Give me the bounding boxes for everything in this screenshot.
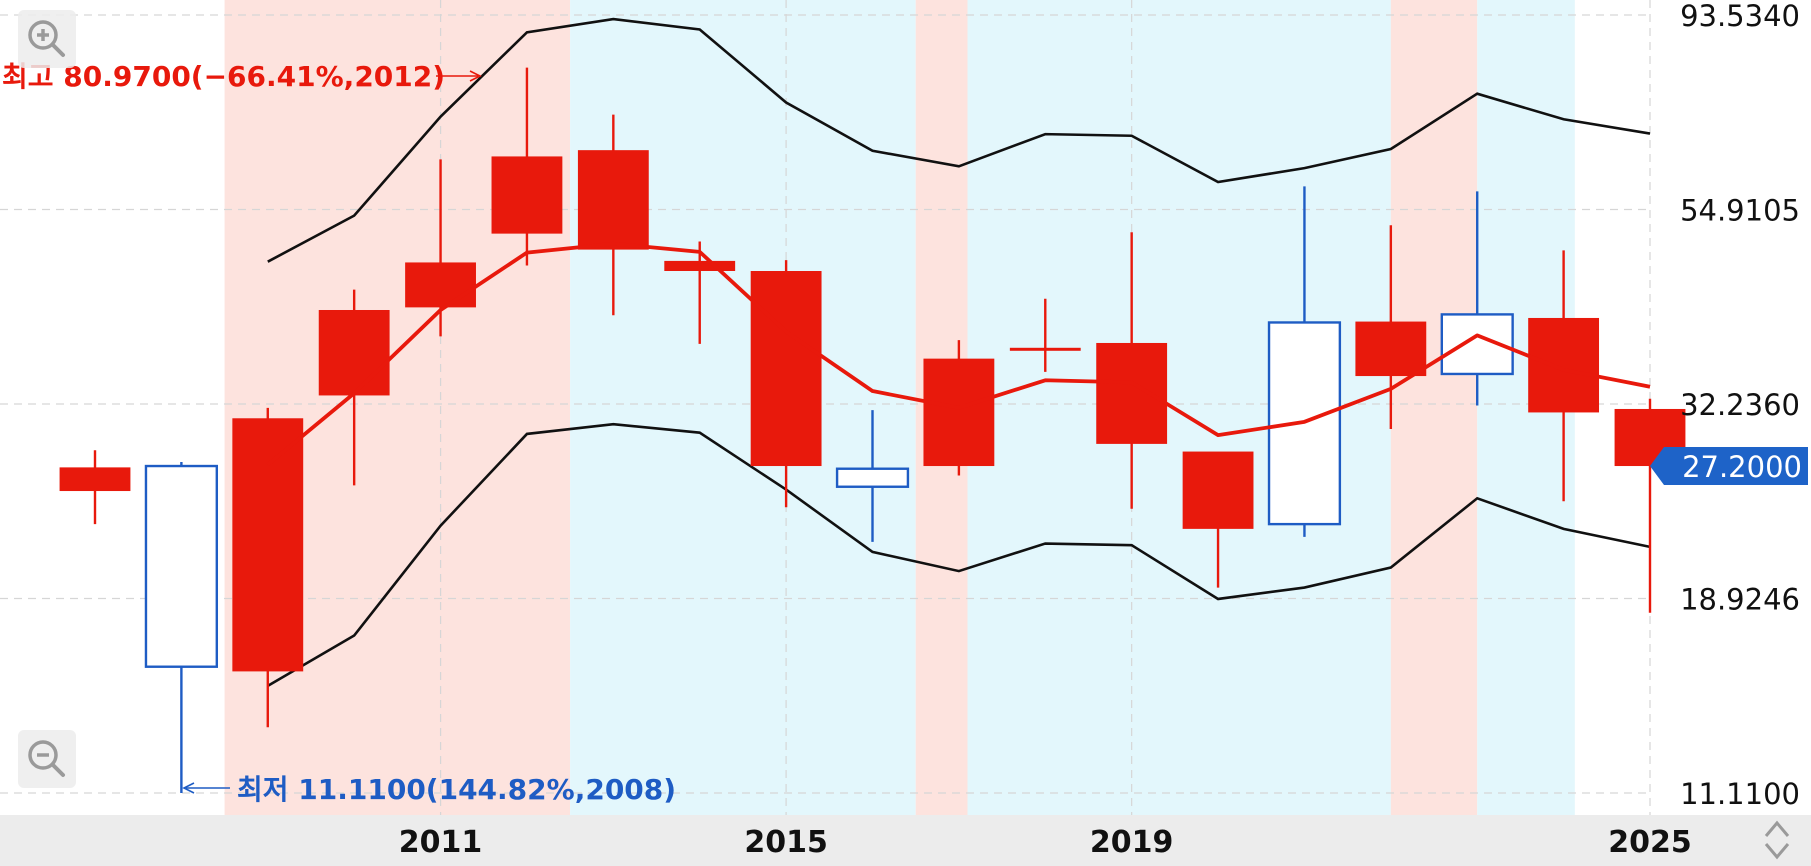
envelope-lines: [267, 17, 1651, 687]
low-annotation: 최저 11.1100(144.82%,2008): [237, 773, 676, 806]
scroll-button[interactable]: [1762, 818, 1792, 862]
background-bands: [224, 0, 1575, 815]
high-arrow-head: [469, 70, 482, 82]
y-tick-label-0: 93.5340: [1680, 0, 1800, 33]
y-tick-label-3: 18.9246: [1680, 583, 1800, 617]
current-price-tag: [1650, 447, 1808, 486]
x-tick-label-2019: 2019: [1090, 825, 1174, 860]
candle-body-2016: [835, 467, 910, 488]
candle-body-2009: [232, 418, 304, 672]
candle-body-2015: [750, 270, 822, 467]
x-tick-label-2025: 2025: [1608, 825, 1692, 860]
candle-body-2010: [318, 309, 390, 396]
y-tick-label-4: 11.1100: [1680, 777, 1800, 811]
candle-body-2013: [577, 150, 649, 250]
candle-body-2024: [1528, 317, 1600, 413]
grid-lines: [0, 0, 1651, 815]
current-price-label: 27.2000: [1682, 450, 1802, 484]
background-band-0: [224, 0, 571, 815]
y-tick-label-1: 54.9105: [1680, 194, 1800, 228]
lower-band-line: [267, 422, 1651, 687]
zoom-in-icon: [28, 20, 65, 57]
candle-body-2020: [1182, 451, 1254, 529]
moving-average: [266, 241, 1651, 467]
candle-body-2018: [1009, 347, 1081, 351]
candle-body-2008: [144, 464, 219, 668]
candle-body-2022: [1355, 321, 1427, 377]
candle-body-2012: [491, 156, 563, 234]
candle-body-2011: [405, 262, 476, 308]
upper-band-line: [267, 17, 1651, 263]
annotations: 최고 80.9700(−66.41%,2012) 최저 11.1100(144.8…: [2, 60, 676, 806]
x-tick-label-2015: 2015: [744, 825, 828, 860]
candle-body-2014: [664, 260, 736, 271]
background-band-1: [570, 0, 916, 815]
y-tick-label-2: 32.2360: [1680, 388, 1800, 422]
zoom-in-button[interactable]: [18, 10, 76, 68]
zoom-out-button[interactable]: [18, 730, 76, 788]
moving-average-line: [266, 241, 1651, 467]
candle-body-2019: [1096, 342, 1168, 444]
low-arrow-head: [182, 782, 195, 794]
background-band-4: [1390, 0, 1478, 815]
candle-body-2007: [59, 467, 131, 492]
zoom-out-icon: [28, 740, 65, 777]
x-axis-bar: [0, 815, 1811, 866]
candle-body-2017: [923, 358, 995, 467]
up-down-arrows-icon: [1764, 820, 1790, 860]
high-annotation: 최고 80.9700(−66.41%,2012): [2, 60, 445, 93]
candles: [59, 67, 1686, 793]
x-tick-label-2011: 2011: [399, 825, 483, 860]
